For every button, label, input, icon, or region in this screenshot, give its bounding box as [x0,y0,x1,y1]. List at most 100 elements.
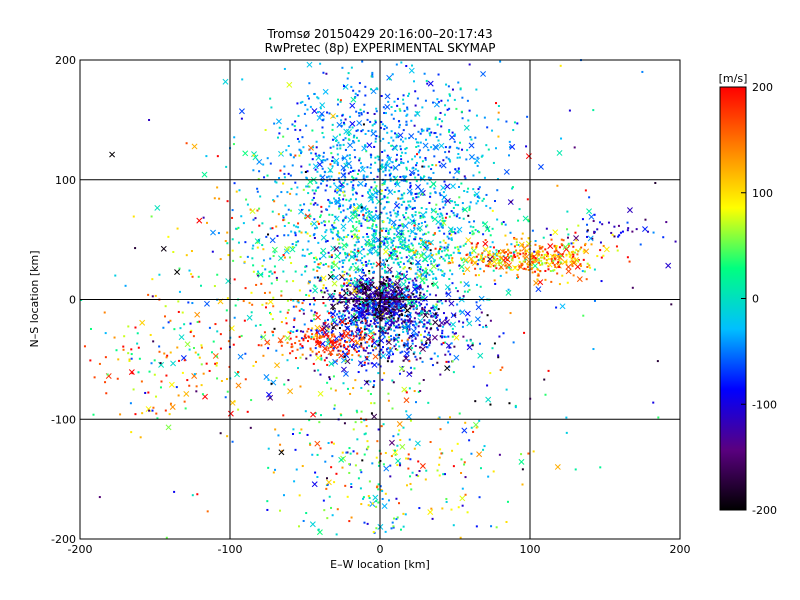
data-point [373,241,376,244]
data-point-cross [422,142,429,149]
data-point [347,172,350,175]
data-point [275,181,278,184]
data-point [427,231,430,234]
data-point [392,117,395,120]
data-point-cross [359,166,366,173]
data-point-cross [468,154,475,160]
data-point [399,307,402,310]
data-point [477,259,480,262]
data-point [403,192,406,195]
data-point [488,253,491,256]
data-point [252,169,255,172]
data-point [389,271,392,274]
data-point [273,251,276,254]
data-point [396,516,399,519]
data-point [448,323,451,326]
data-point [191,275,194,278]
data-point [593,213,596,216]
data-point [510,243,513,246]
data-point [397,246,400,249]
data-point [394,245,397,248]
data-point [522,252,525,255]
data-point [374,119,377,122]
data-point-cross [314,440,321,447]
data-point [396,257,399,260]
data-point [332,347,335,350]
data-point [353,323,356,326]
data-point [420,128,423,131]
data-point [360,311,363,314]
data-point [460,182,463,185]
data-point [493,258,496,261]
data-point [283,218,286,221]
data-point [497,262,500,265]
data-point [200,363,203,366]
data-point-cross [322,88,329,95]
data-point [506,243,509,246]
data-point [384,258,387,261]
data-point [306,433,309,436]
data-point [400,318,403,321]
data-point [547,268,550,271]
data-point [358,300,361,303]
data-point [384,166,387,169]
data-point [443,335,446,338]
data-point [365,150,368,153]
data-point [238,189,241,192]
data-point [496,252,499,255]
data-point [544,269,547,272]
data-point [309,289,312,292]
data-point [401,366,404,369]
data-point [444,151,447,154]
data-point [508,154,511,157]
data-point [358,297,361,300]
data-point [353,134,356,137]
data-point [322,287,325,290]
data-point [163,352,166,355]
data-point [298,148,301,151]
data-point [600,256,603,259]
data-point [384,299,387,302]
data-point [487,253,490,256]
data-point [362,496,365,499]
data-point [320,182,323,185]
data-point [397,319,400,322]
data-point [402,512,405,515]
data-point-cross [392,449,399,456]
data-point [348,471,351,474]
data-point [283,256,286,259]
data-point [345,285,348,288]
data-point [395,63,398,66]
data-point [243,260,246,263]
data-point [244,241,247,244]
data-point [541,262,544,265]
data-point [366,282,369,285]
data-point [346,495,349,498]
data-point [301,136,304,139]
data-point [141,412,144,415]
data-point [390,527,393,530]
data-point [428,334,431,337]
data-point [358,159,361,162]
data-point [585,278,588,281]
data-point [420,312,423,315]
data-point [407,453,410,456]
data-point-cross [334,184,341,191]
data-point [276,234,279,237]
data-point [306,108,309,111]
data-point [416,111,419,114]
data-point [467,119,470,122]
data-point [364,310,367,313]
data-point-cross [411,286,418,293]
data-point [169,351,172,354]
data-point [479,258,482,261]
data-point [258,207,261,210]
data-point [423,248,426,251]
data-point [399,464,402,467]
data-point [474,228,477,231]
data-point [151,295,154,298]
data-point-cross [357,180,364,187]
data-point [388,316,391,319]
data-point [446,235,449,238]
data-point [396,255,399,258]
